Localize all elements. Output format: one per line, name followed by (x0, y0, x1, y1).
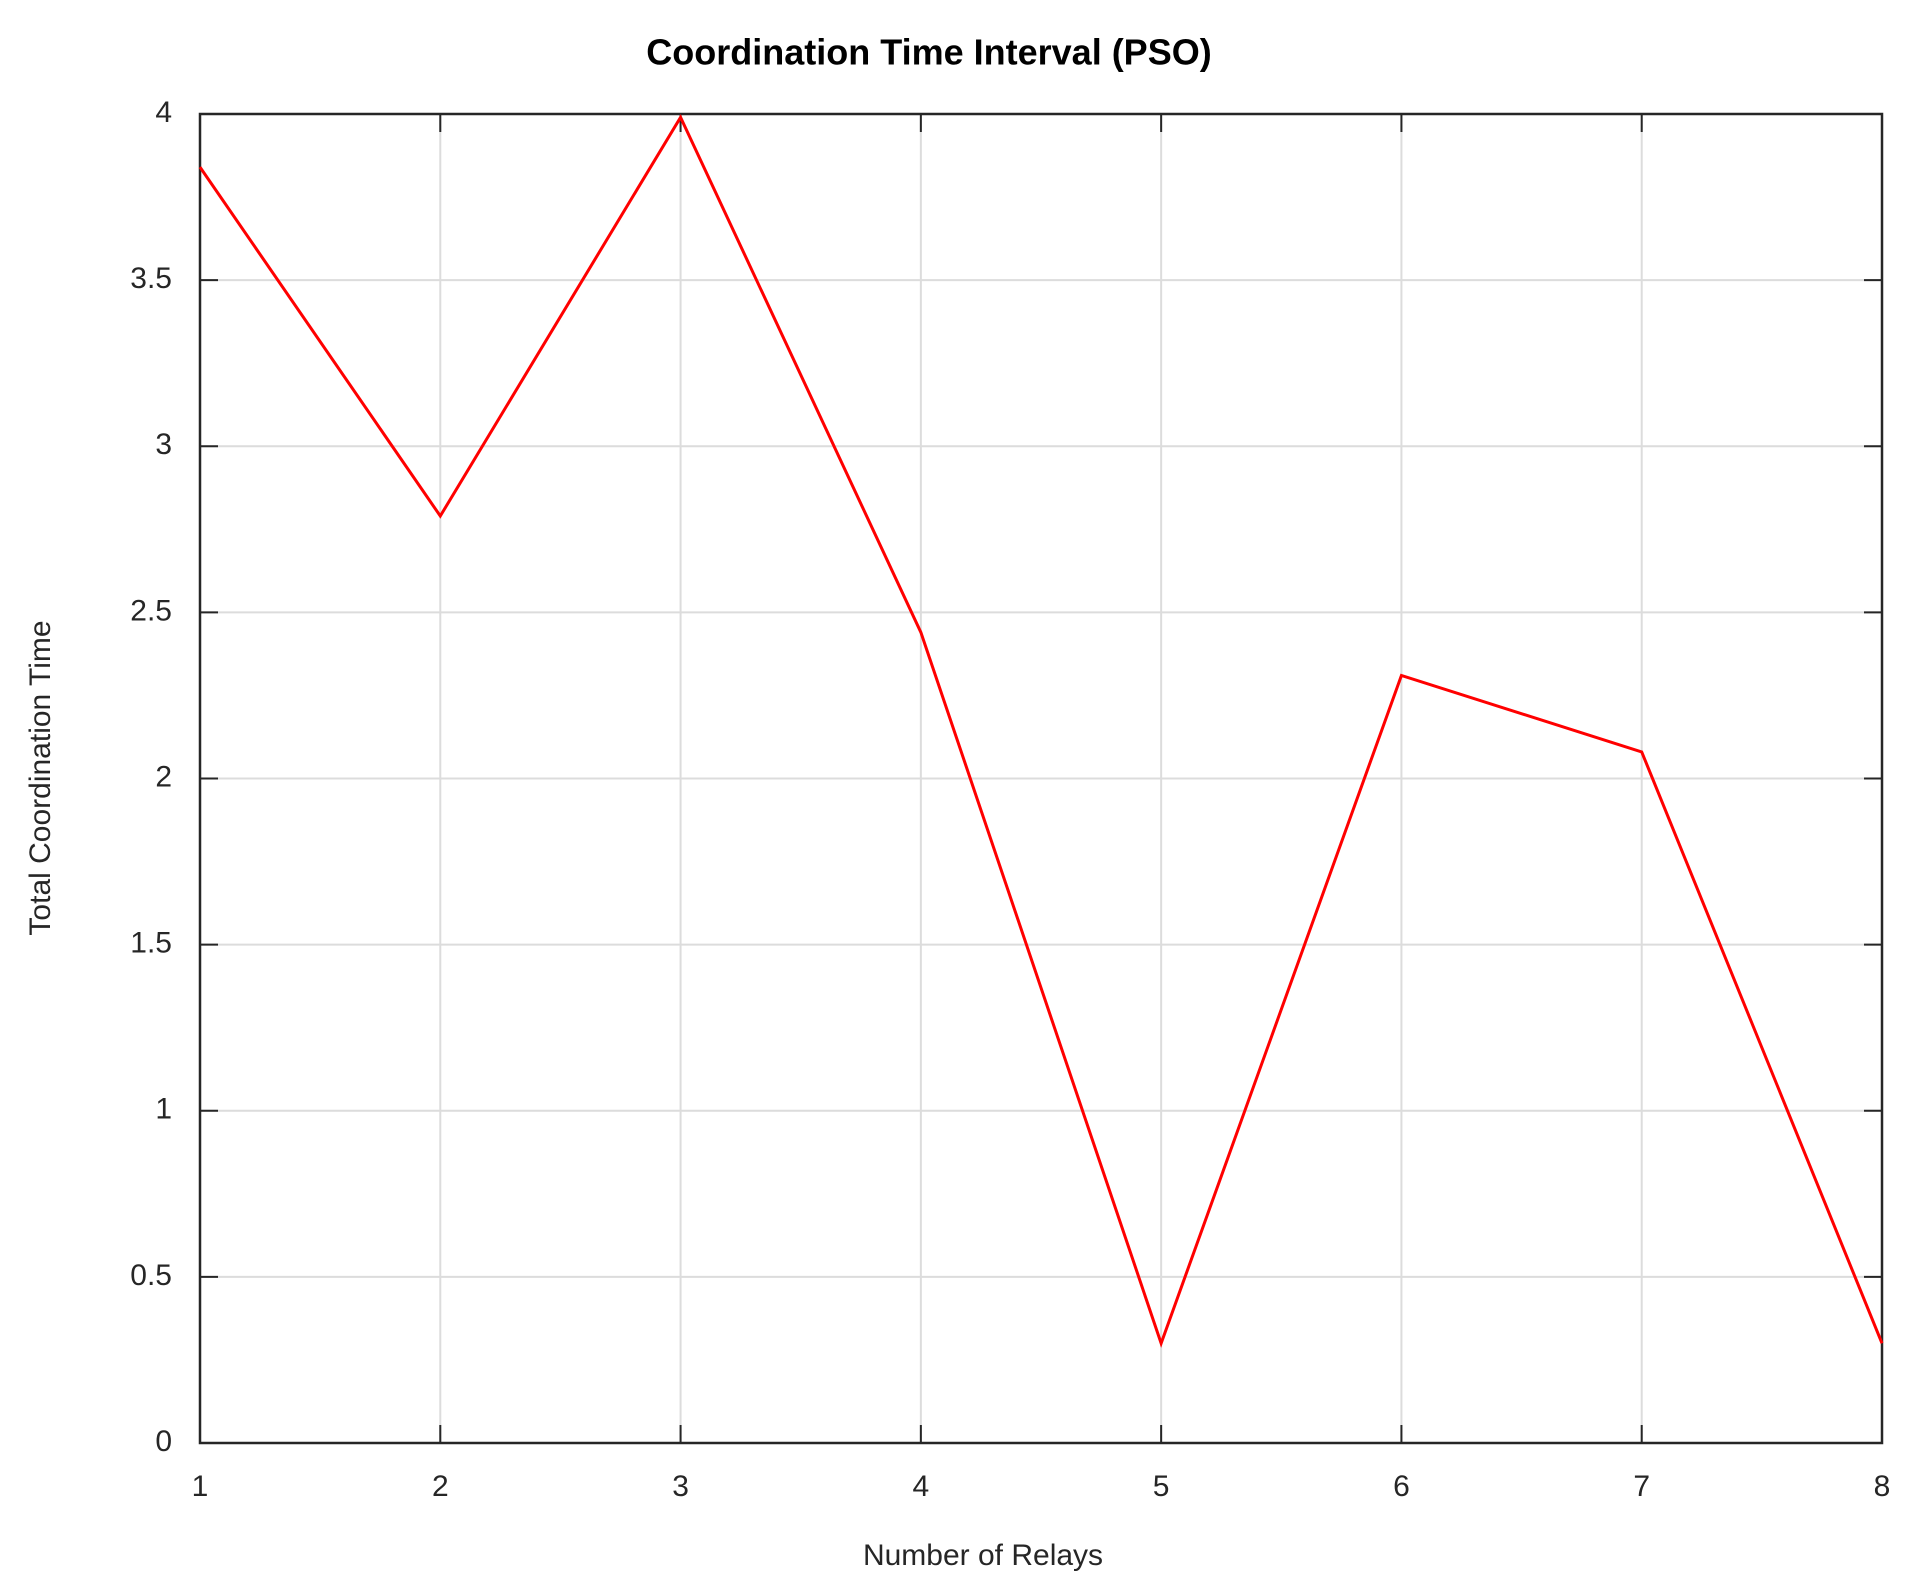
x-tick-label: 4 (913, 1470, 930, 1503)
chart-title: Coordination Time Interval (PSO) (646, 32, 1211, 73)
x-tick-label: 7 (1633, 1470, 1650, 1503)
y-tick-label: 0 (155, 1425, 172, 1458)
y-tick-label: 0.5 (130, 1259, 172, 1292)
x-tick-label: 2 (432, 1470, 449, 1503)
data-line (198, 114, 1884, 1348)
y-tick-label: 1.5 (130, 927, 172, 960)
x-tick-label: 1 (192, 1470, 209, 1503)
y-tick-label: 3.5 (130, 262, 172, 295)
y-tick-label: 3 (155, 428, 172, 461)
x-tick-label: 8 (1874, 1470, 1891, 1503)
x-tick-label: 3 (672, 1470, 689, 1503)
y-tick-label: 2.5 (130, 594, 172, 627)
y-tick-label: 4 (155, 96, 172, 129)
x-axis-label: Number of Relays (863, 1539, 1103, 1572)
y-tick-label: 2 (155, 760, 172, 793)
plot-frame (198, 112, 1884, 1445)
x-tick-label: 6 (1393, 1470, 1410, 1503)
y-axis-label: Total Coordination Time (24, 620, 57, 935)
x-tick-label: 5 (1153, 1470, 1170, 1503)
y-tick-label: 1 (155, 1093, 172, 1126)
